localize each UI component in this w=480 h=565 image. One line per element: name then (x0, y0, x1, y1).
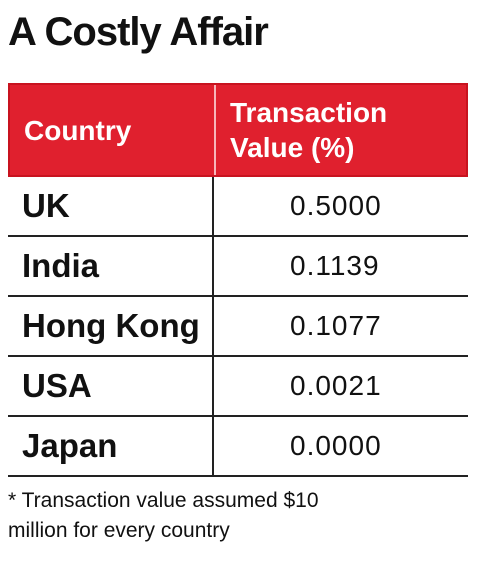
value-cell: 0.5000 (290, 190, 382, 221)
table-row: Japan 0.0000 (8, 417, 468, 477)
table-row: Hong Kong 0.1077 (8, 297, 468, 357)
value-cell: 0.1077 (290, 310, 382, 341)
table-row: UK 0.5000 (8, 177, 468, 237)
footnote: * Transaction value assumed $10 million … (8, 486, 468, 546)
page-title: A Costly Affair (8, 10, 269, 54)
header-country-label: Country (24, 114, 132, 146)
country-cell: Hong Kong (8, 297, 214, 355)
table-row: India 0.1139 (8, 237, 468, 297)
country-cell: UK (8, 177, 214, 235)
header-cell-value: Transaction Value (%) (216, 85, 466, 175)
table-row: USA 0.0021 (8, 357, 468, 417)
country-cell: Japan (8, 417, 214, 475)
header-value-label-line2: Value (%) (230, 132, 355, 163)
header-cell-country: Country (10, 85, 216, 175)
data-table: Country Transaction Value (%) UK 0.5000 … (8, 83, 468, 477)
value-cell: 0.0000 (290, 430, 382, 461)
table-header: Country Transaction Value (%) (8, 83, 468, 177)
value-cell: 0.0021 (290, 370, 382, 401)
footnote-line-1: * Transaction value assumed $10 (8, 489, 319, 512)
country-cell: USA (8, 357, 214, 415)
value-cell: 0.1139 (290, 250, 380, 281)
header-value-label-line1: Transaction (230, 97, 388, 128)
footnote-line-2: million for every country (8, 519, 230, 542)
country-cell: India (8, 237, 214, 295)
